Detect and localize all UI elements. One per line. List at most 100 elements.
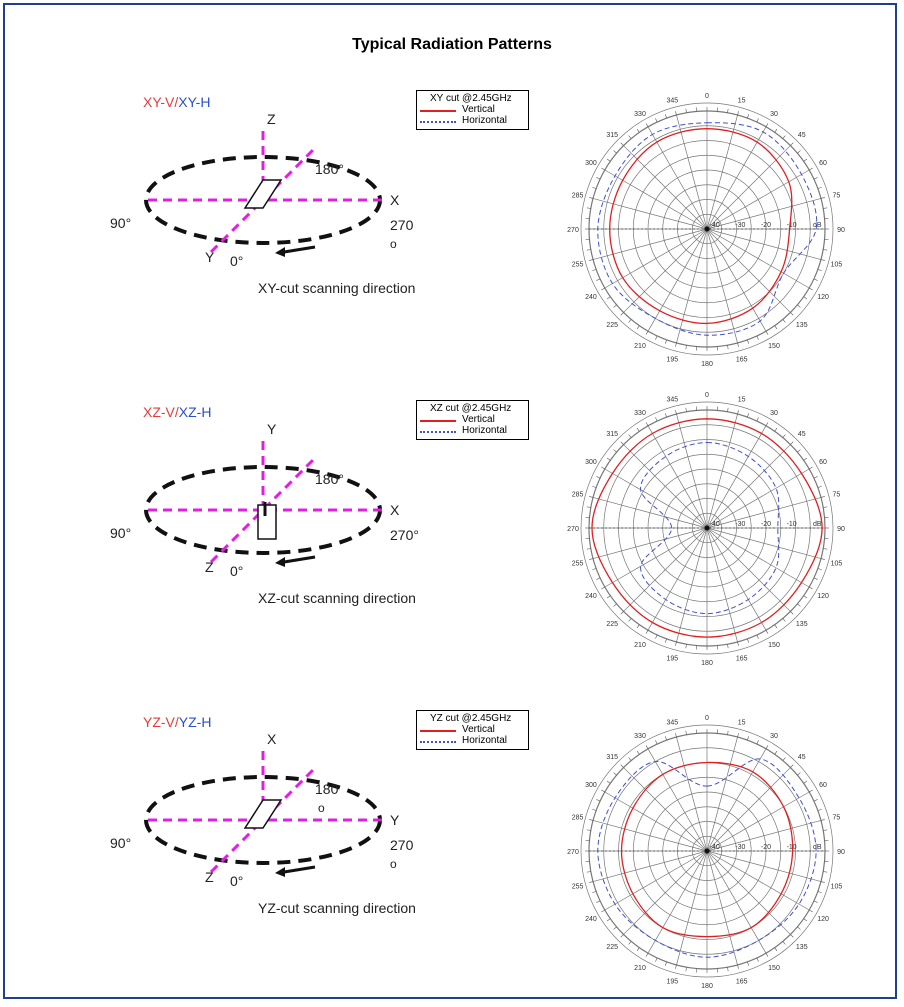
angle-tick-label: 315 — [606, 132, 618, 139]
axis-label-right: X — [390, 502, 400, 518]
angle-tick-label: 150 — [768, 965, 780, 972]
polar-spoke — [706, 736, 738, 852]
polar-edge-tick — [737, 111, 739, 116]
angle-label-0: 0° — [230, 253, 243, 269]
polar-edge-tick — [782, 757, 786, 761]
axis-label-up: X — [267, 731, 277, 747]
polar-edge-tick — [664, 736, 667, 741]
polar-spoke — [706, 850, 767, 954]
polar-edge-tick — [727, 345, 729, 350]
polar-edge-tick — [803, 158, 808, 162]
angle-tick-label: 180 — [701, 361, 713, 368]
angle-tick-label: 255 — [572, 884, 584, 891]
polar-edge-tick — [820, 819, 825, 821]
angle-tick-label: 150 — [768, 642, 780, 649]
polar-edge-tick — [589, 881, 594, 883]
polar-edge-tick — [813, 278, 818, 281]
polar-edge-tick — [727, 108, 729, 113]
polar-spoke — [706, 850, 822, 882]
polar-edge-tick — [813, 799, 818, 802]
polar-spoke — [706, 126, 767, 230]
angle-tick-label: 105 — [831, 561, 843, 568]
polar-edge-tick — [774, 427, 778, 432]
polar-edge-tick — [790, 764, 794, 768]
axis-label-up: Y — [267, 421, 277, 437]
angle-tick-label: 75 — [833, 192, 841, 199]
polar-edge-tick — [655, 118, 658, 123]
polar-chart: 0 15 30 45 60 75 90 105 120 135 150 165 180 195 210 225… — [567, 392, 845, 667]
polar-edge-tick — [596, 900, 601, 903]
angle-tick-label: 195 — [666, 356, 678, 363]
angle-tick-label: 210 — [634, 642, 646, 649]
polar-edge-tick — [747, 413, 750, 418]
radial-tick-label: -30 — [735, 222, 745, 229]
polar-spoke — [706, 228, 738, 344]
polar-edge-tick — [765, 630, 769, 634]
angle-tick-label: 60 — [819, 459, 827, 466]
polar-edge-tick — [797, 150, 801, 154]
polar-edge-tick — [820, 558, 825, 560]
angle-tick-label: 270 — [567, 849, 579, 856]
polar-edge-tick — [586, 548, 591, 550]
polar-spoke — [706, 228, 767, 332]
polar-edge-tick — [782, 319, 786, 323]
polar-edge-tick — [782, 434, 786, 438]
polar-spoke — [706, 228, 822, 260]
polar-edge-tick — [636, 947, 640, 952]
polar-spoke — [676, 527, 708, 643]
legend-label-horizontal: Horizontal — [462, 115, 508, 126]
angle-tick-label: 225 — [606, 322, 618, 329]
angle-tick-label: 45 — [798, 431, 806, 438]
polar-edge-tick — [797, 449, 801, 453]
label-vertical: XY-V — [143, 94, 175, 110]
polar-edge-tick — [645, 953, 649, 957]
polar-edge-tick — [727, 730, 729, 735]
polar-spoke — [706, 767, 791, 852]
polar-edge-tick — [620, 764, 624, 768]
axis-diagram: Z X Y 180° 90° 0° 270 o XY-cut scanning directio… — [110, 111, 415, 296]
polar-edge-tick — [586, 829, 591, 831]
polar-edge-tick — [675, 342, 677, 347]
polar-edge-tick — [803, 296, 808, 300]
polar-edge-tick — [592, 891, 597, 894]
polar-edge-tick — [765, 331, 769, 335]
section-label: YZ-V/YZ-H — [143, 714, 211, 730]
polar-edge-tick — [790, 934, 794, 938]
polar-edge-tick — [589, 259, 594, 261]
polar-spoke — [604, 228, 708, 289]
polar-edge-tick — [817, 568, 822, 571]
legend-label-horizontal: Horizontal — [462, 425, 508, 436]
polar-spoke — [706, 497, 822, 529]
polar-edge-tick — [645, 123, 649, 127]
angle-label-270-degree: o — [390, 237, 397, 251]
angle-tick-label: 0 — [705, 392, 709, 399]
angle-tick-label: 120 — [817, 916, 829, 923]
polar-edge-tick — [592, 186, 597, 189]
polar-chart: 0 15 30 45 60 75 90 105 120 135 150 165 180 195 210 225… — [567, 715, 845, 990]
angle-tick-label: 90 — [837, 227, 845, 234]
axis-label-diag: Z — [205, 869, 214, 885]
angle-tick-label: 285 — [572, 192, 584, 199]
legend-title: YZ cut @2.45GHz — [430, 713, 512, 724]
polar-spoke — [604, 527, 708, 588]
polar-spoke — [623, 767, 708, 852]
scan-arrowhead — [275, 557, 285, 567]
polar-edge-tick — [820, 496, 825, 498]
polar-edge-tick — [664, 638, 667, 643]
polar-edge-tick — [747, 638, 750, 643]
axis-label-diag: Z — [205, 559, 214, 575]
polar-edge-tick — [592, 269, 597, 272]
polar-edge-tick — [747, 114, 750, 119]
polar-edge-tick — [586, 506, 591, 508]
polar-edge-tick — [606, 918, 611, 922]
polar-edge-tick — [756, 634, 759, 639]
angle-tick-label: 285 — [572, 814, 584, 821]
polar-spoke — [676, 850, 708, 966]
angle-tick-label: 330 — [634, 410, 646, 417]
polar-spoke — [706, 425, 767, 529]
diagonal-axis — [209, 146, 317, 254]
polar-edge-tick — [756, 335, 759, 340]
device-shape — [243, 799, 283, 829]
polar-edge-tick — [675, 641, 677, 646]
angle-tick-label: 225 — [606, 621, 618, 628]
